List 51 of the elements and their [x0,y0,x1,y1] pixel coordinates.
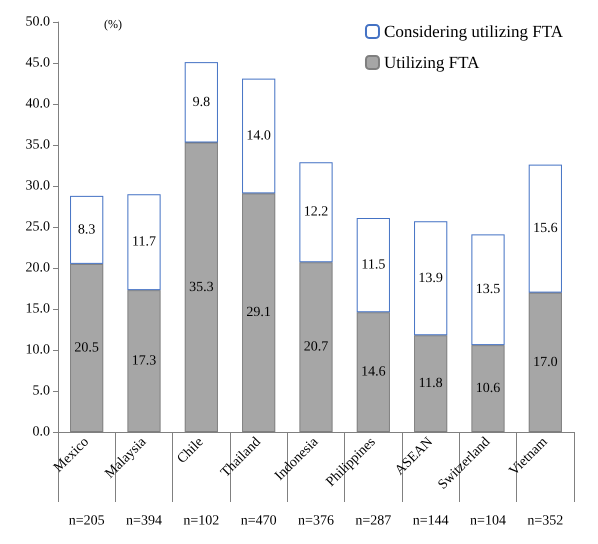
data-label: 29.1 [246,305,271,320]
bar [528,164,562,293]
text: n=287 [355,514,392,528]
y-tick-label: 5.0 [32,384,50,398]
data-label: 10.6 [476,381,500,396]
y-tick-label: 0.0 [32,424,50,440]
data-label: 35.3 [189,280,214,295]
bar [414,221,448,336]
data-label: 11.7 [132,234,156,250]
y-tick-label: 25.0 [26,220,50,234]
bar [471,234,505,346]
bar [127,194,161,290]
data-label: 12.2 [304,204,328,220]
data-label: 15.6 [533,221,558,236]
data-label: 14.6 [361,364,386,380]
y-tick-label: 30.0 [26,178,50,194]
bar [356,218,390,312]
y-tick-label: 10.0 [26,342,50,358]
data-label: 9.8 [192,94,210,110]
y-tick-label: 15.0 [26,302,50,316]
x-tick-label: Chile [174,434,207,467]
data-label: 13.9 [418,270,443,286]
legend-label: Utilizing FTA [384,53,480,72]
data-label: 11.8 [418,376,443,392]
text: n=102 [183,514,220,528]
text: n=205 [68,514,105,528]
data-label: 8.3 [78,222,96,238]
y-tick-label: 35.0 [26,138,50,152]
data-label: 11.5 [361,258,386,273]
y-tick-label: 50.0 [26,14,50,30]
y-tick-label: 45.0 [26,56,50,70]
bar [242,78,276,194]
y-tick-label: 40.0 [26,96,50,112]
text: n=376 [298,514,334,528]
data-label: 17.3 [132,354,156,369]
text: n=394 [126,514,162,528]
y-axis-title: (%) [104,17,122,31]
text: n=470 [240,514,277,528]
data-label: 13.5 [476,282,500,298]
bar [184,62,218,143]
bar [299,162,333,262]
data-label: 20.7 [304,340,328,355]
y-tick-label: 20.0 [26,260,50,276]
data-label: 20.5 [74,340,99,356]
bar [70,196,104,264]
data-label: 14.0 [246,128,271,144]
text: n=144 [412,514,449,528]
text: n=352 [527,514,564,528]
text: n=104 [470,514,506,528]
data-label: 17.0 [533,354,558,370]
legend-label: Considering utilizing FTA [384,22,564,41]
